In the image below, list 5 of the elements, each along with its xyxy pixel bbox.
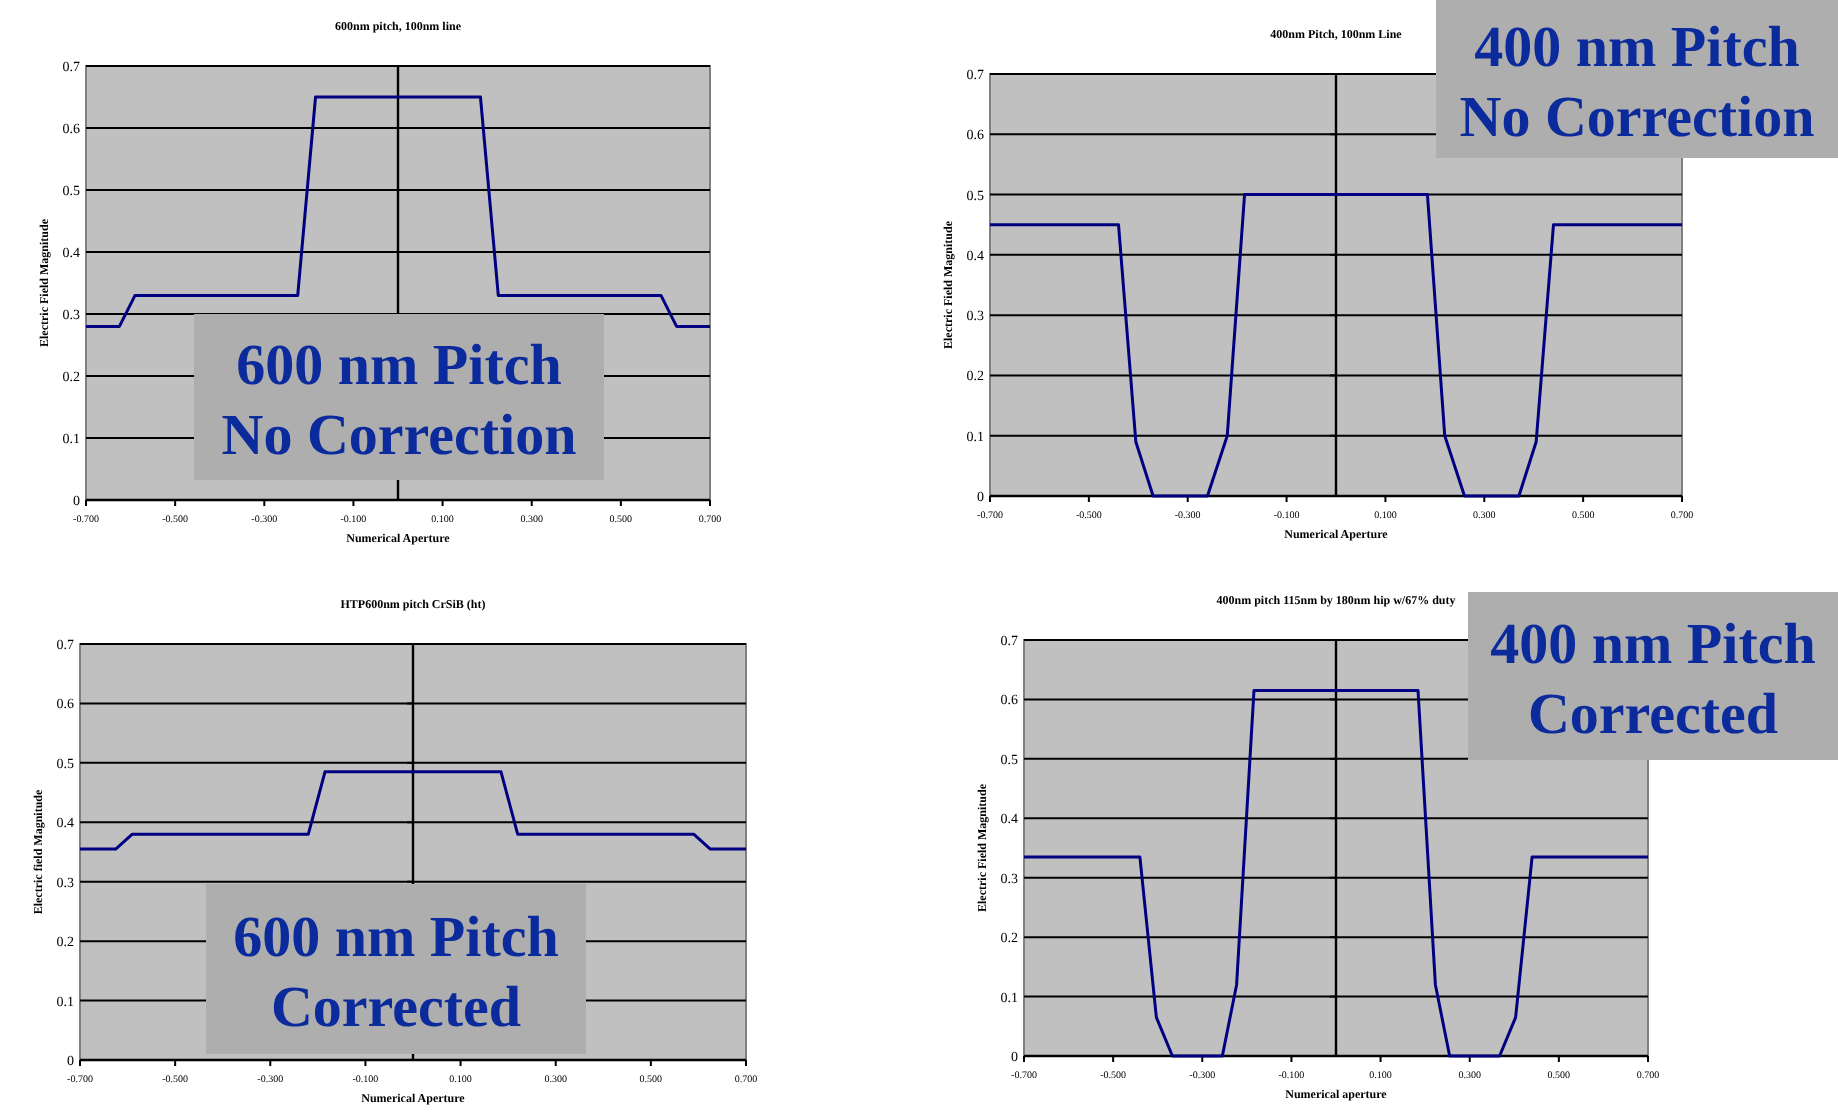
annotation: 600 nm Pitch Corrected bbox=[233, 906, 559, 1040]
annotation: 400 nm Pitch Corrected bbox=[1490, 613, 1816, 747]
line-series bbox=[988, 193, 1684, 498]
annotation: 400 nm Pitch No Correction bbox=[1459, 16, 1815, 150]
annotation: 600 nm Pitch No Correction bbox=[221, 334, 577, 468]
